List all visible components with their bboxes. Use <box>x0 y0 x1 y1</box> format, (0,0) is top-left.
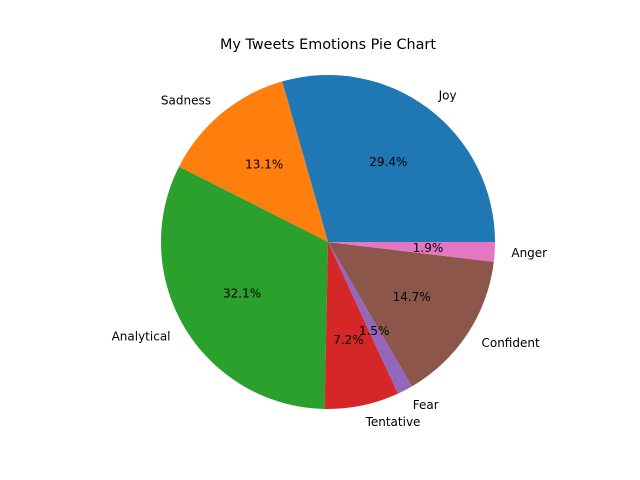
pie-slice-fear <box>328 242 412 394</box>
category-label-anger: Anger <box>511 246 547 260</box>
category-label-confident: Confident <box>481 336 539 350</box>
pie-slices <box>161 75 496 409</box>
pie-slice-joy <box>282 75 495 243</box>
percent-label-joy: 29.4% <box>369 155 407 169</box>
category-label-fear: Fear <box>413 398 439 412</box>
pie-slice-tentative <box>324 242 398 409</box>
percent-label-fear: 1.5% <box>359 324 390 338</box>
chart-title: My Tweets Emotions Pie Chart <box>220 37 436 53</box>
category-label-analytical: Analytical <box>112 330 171 344</box>
pie-slice-sadness <box>178 81 328 243</box>
pie-slice-confident <box>328 242 494 387</box>
category-label-sadness: Sadness <box>161 93 211 107</box>
percent-label-tentative: 7.2% <box>333 333 364 347</box>
percent-label-anger: 1.9% <box>413 241 444 255</box>
category-label-joy: Joy <box>438 88 457 102</box>
percent-label-sadness: 13.1% <box>245 158 283 172</box>
pie-slice-analytical <box>161 166 328 409</box>
pie-slice-anger <box>328 242 496 262</box>
percent-labels: 29.4% 13.1% 32.1% 7.2%1.5% 14.7% 1.9% <box>223 155 443 347</box>
percent-label-analytical: 32.1% <box>223 287 261 301</box>
percent-label-confident: 14.7% <box>393 290 431 304</box>
category-labels: Joy Sadness Analytical Tentative Fear Confide… <box>112 88 548 428</box>
category-label-tentative: Tentative <box>365 415 421 429</box>
